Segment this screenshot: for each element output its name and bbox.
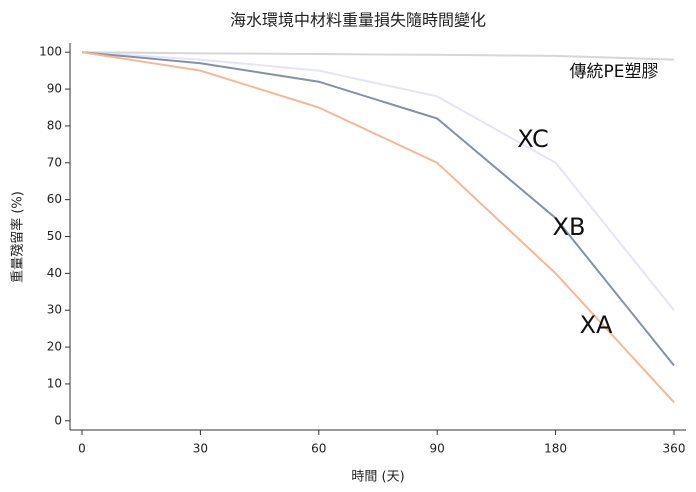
x-tick-label: 90 bbox=[430, 442, 445, 456]
y-tick-label: 50 bbox=[47, 229, 62, 243]
series-line bbox=[81, 51, 675, 311]
y-tick-label: 40 bbox=[47, 266, 62, 280]
series-label: XA bbox=[580, 311, 613, 339]
series-label: 傳統PE塑膠 bbox=[570, 62, 659, 82]
y-tick-label: 90 bbox=[47, 82, 62, 96]
y-tick-label: 70 bbox=[47, 155, 62, 169]
y-tick-label: 100 bbox=[39, 45, 62, 59]
series-label: XC bbox=[517, 125, 548, 153]
series-line bbox=[81, 51, 675, 61]
y-tick-label: 30 bbox=[47, 303, 62, 317]
y-tick-label: 10 bbox=[47, 376, 62, 390]
y-tick-label: 20 bbox=[47, 340, 62, 354]
y-tick-label: 80 bbox=[47, 118, 62, 132]
series-line bbox=[81, 51, 675, 367]
x-tick-label: 180 bbox=[544, 442, 567, 456]
chart-title: 海水環境中材料重量損失隨時間變化 bbox=[230, 11, 486, 30]
series-line bbox=[81, 51, 675, 404]
x-tick-label: 30 bbox=[193, 442, 208, 456]
x-tick-label: 60 bbox=[311, 442, 326, 456]
y-axis-label: 重量殘留率 (%) bbox=[10, 191, 26, 283]
y-tick-label: 60 bbox=[47, 192, 62, 206]
x-tick-label: 360 bbox=[663, 442, 686, 456]
y-tick-label: 0 bbox=[54, 413, 62, 427]
x-axis-label: 時間 (天) bbox=[351, 470, 404, 485]
x-tick-label: 0 bbox=[78, 442, 86, 456]
series-label: XB bbox=[553, 213, 586, 241]
